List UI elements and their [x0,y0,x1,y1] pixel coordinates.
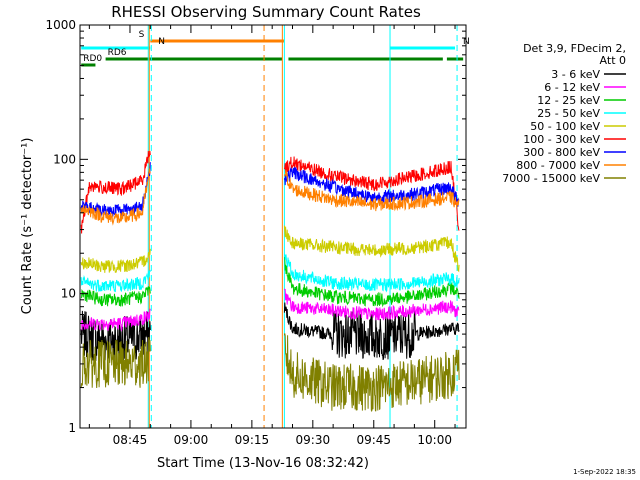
axes-layer: 08:45 09:00 09:15 09:30 09:45 10:00 1 10 100 1000 [45,18,466,447]
plot-frame [79,24,467,429]
legend-header: Att 0 [600,54,626,67]
series-line [283,302,460,361]
y-tick-label: 100 [53,152,76,166]
timestamp: 1-Sep-2022 18:35 [573,468,636,476]
legend-entry-label: 100 - 300 keV [523,133,600,146]
series-line [283,333,460,413]
legend-entry-label: 3 - 6 keV [551,68,600,81]
series-line [80,285,151,307]
legend-entry-label: 7000 - 15000 keV [502,172,600,185]
x-axis-label: Start Time (13-Nov-16 08:32:42) [157,456,369,471]
legend-entry-label: 12 - 25 keV [537,94,600,107]
x-tick-label: 09:00 [174,433,209,447]
x-tick-label: 10:00 [417,433,452,447]
legend-entry-label: 50 - 100 keV [530,120,600,133]
chart-title: RHESSI Observing Summary Count Rates [111,3,421,21]
y-tick-label: 10 [61,287,76,301]
x-tick-label: 09:45 [356,433,391,447]
legend-entry-label: 6 - 12 keV [544,81,600,94]
x-tick-label: 08:45 [113,433,148,447]
series-line [283,156,460,231]
state-bar-label: S [139,30,145,40]
series-line [80,150,151,234]
legend-entry-label: 25 - 50 keV [537,107,600,120]
state-bar-label: RD6 [108,48,127,58]
series-line [283,253,460,293]
legend-header: Det 3,9, FDecim 2, [523,42,626,55]
series-line [284,256,460,308]
y-tick-label: 1 [68,421,76,435]
series-line [80,168,151,226]
series-line [80,248,151,273]
series-line [80,269,151,293]
y-tick-label: 1000 [45,18,76,32]
series-line [283,288,460,321]
legend-entry-label: 800 - 7000 keV [516,159,600,172]
series-line [80,337,151,389]
state-bar-label: N [158,37,165,47]
series-layer [80,150,460,413]
legend-entry-label: 300 - 800 keV [523,146,600,159]
series-line [283,225,460,273]
y-axis-label: Count Rate (s⁻¹ detector⁻¹) [20,138,35,315]
series-line [80,308,151,332]
x-tick-label: 09:15 [235,433,270,447]
x-tick-label: 09:30 [296,433,331,447]
series-line [283,169,460,212]
state-bar-label: RD0 [83,54,102,64]
